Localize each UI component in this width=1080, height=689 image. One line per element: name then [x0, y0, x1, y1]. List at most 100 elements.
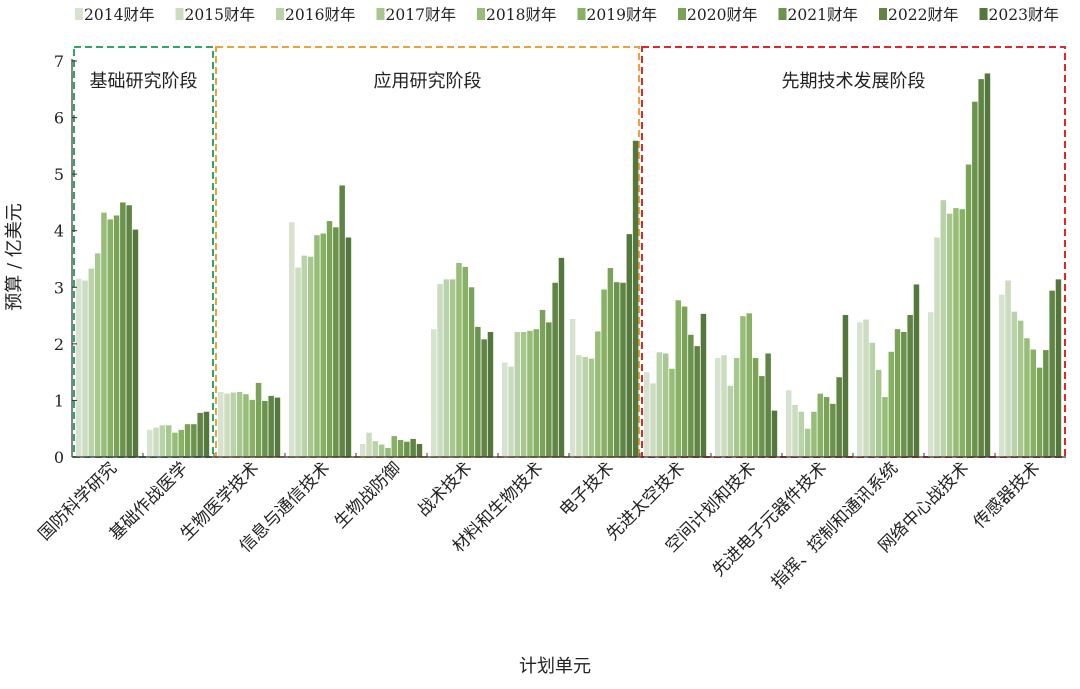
bar	[1036, 367, 1043, 457]
bar	[595, 331, 601, 457]
bar	[984, 73, 991, 458]
bar	[959, 209, 965, 457]
bar	[159, 425, 166, 457]
legend-label: 2018财年	[486, 6, 556, 24]
legend-label: 2023财年	[989, 6, 1059, 24]
legend-swatch	[778, 8, 787, 20]
bar	[462, 266, 468, 457]
bar	[345, 237, 352, 457]
y-tick-label: 5	[54, 165, 64, 184]
legend-swatch	[577, 8, 586, 20]
legend-swatch	[376, 8, 385, 20]
legend-label: 2019财年	[587, 6, 657, 24]
y-axis-title: 预算 / 亿美元	[4, 203, 25, 311]
bar	[842, 315, 849, 457]
stage-section-label: 基础研究阶段	[90, 71, 198, 92]
legend-swatch	[175, 8, 184, 20]
bar	[333, 227, 339, 457]
bar	[289, 222, 295, 457]
bar	[913, 284, 920, 457]
bar	[120, 202, 126, 457]
bar	[82, 280, 88, 457]
stage-section-label: 先期技术发展阶段	[782, 71, 926, 92]
bar	[656, 352, 663, 457]
bar	[632, 140, 639, 457]
y-tick-label: 7	[54, 52, 64, 71]
bar	[746, 313, 752, 457]
y-tick-label: 6	[54, 109, 64, 128]
bar	[817, 393, 823, 457]
bar	[314, 235, 320, 457]
x-category-label: 指挥、控制和通讯系统	[768, 458, 902, 592]
bar	[184, 424, 191, 457]
bar	[203, 411, 210, 457]
bar	[792, 404, 798, 457]
bar	[301, 255, 308, 457]
bar	[378, 444, 385, 457]
bar	[934, 237, 940, 457]
bar	[295, 267, 301, 457]
bar	[946, 213, 953, 457]
bar	[588, 358, 595, 457]
bar	[901, 331, 907, 457]
bar	[869, 342, 876, 457]
bar	[197, 412, 203, 457]
bar	[558, 257, 565, 457]
bar	[620, 282, 626, 457]
legend-swatch	[879, 8, 887, 20]
bar	[326, 221, 333, 457]
bar	[601, 289, 607, 457]
bar	[101, 212, 107, 457]
legend-label: 2021财年	[788, 6, 858, 24]
bar	[811, 411, 817, 457]
bar	[940, 200, 947, 457]
bar	[249, 399, 255, 457]
bar	[437, 283, 443, 457]
legend-swatch	[75, 8, 83, 20]
bar	[527, 330, 533, 457]
bar	[681, 306, 688, 457]
legend-swatch	[678, 8, 686, 20]
bar	[907, 315, 913, 457]
legend-label: 2017财年	[386, 6, 456, 24]
bar	[307, 256, 314, 457]
bar	[520, 331, 527, 457]
bar	[539, 309, 546, 457]
bar	[669, 368, 675, 457]
bar	[107, 219, 113, 457]
x-category-label: 电子技术	[556, 458, 618, 520]
stage-section-box	[641, 46, 1066, 458]
bar	[771, 410, 778, 457]
bar	[798, 411, 805, 457]
bar	[443, 279, 450, 457]
bar	[1011, 311, 1018, 457]
stage-section-box	[73, 46, 214, 458]
bar	[804, 428, 811, 457]
bar	[823, 397, 830, 457]
legend-label: 2016财年	[285, 6, 355, 24]
bar	[243, 394, 249, 457]
legend-label: 2014财年	[84, 6, 154, 24]
bar	[391, 436, 397, 457]
bar	[953, 208, 959, 457]
bar	[1005, 280, 1011, 457]
legend: 2014财年 2015财年 2016财年 2017财年 2018财年 2019财年 2020…	[75, 6, 1059, 24]
bar	[132, 229, 139, 457]
bar	[875, 369, 882, 457]
x-category-label: 生物战防御	[331, 458, 405, 532]
legend-label: 2015财年	[185, 6, 255, 24]
bar	[255, 382, 262, 457]
bar	[721, 355, 727, 457]
bar	[715, 358, 721, 457]
bar	[339, 185, 345, 457]
legend-swatch	[979, 8, 988, 20]
bar	[320, 233, 326, 457]
bar	[727, 385, 734, 457]
bar	[569, 318, 576, 457]
bar	[662, 353, 669, 457]
y-tick-label: 1	[54, 391, 64, 410]
bar	[224, 393, 230, 457]
bar	[740, 316, 746, 457]
